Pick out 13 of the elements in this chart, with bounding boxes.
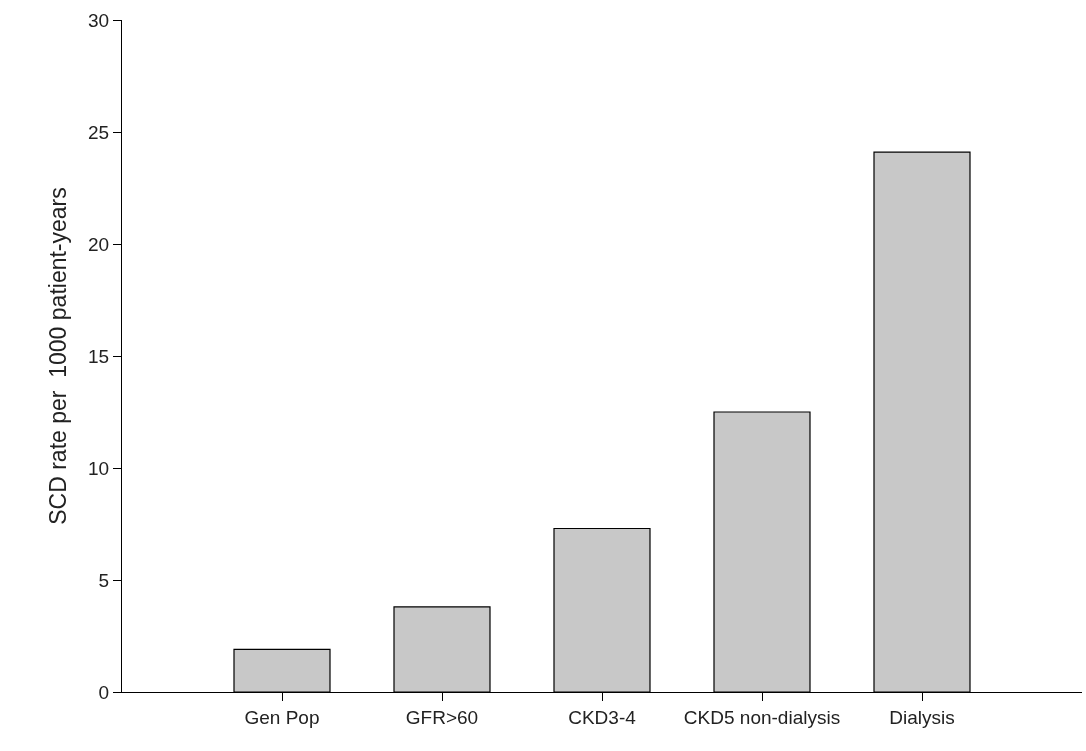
- y-tick-label: 20: [87, 233, 110, 255]
- y-tick-label: 5: [98, 569, 110, 591]
- x-tick-label: Gen Pop: [244, 706, 320, 728]
- x-tick-label: CKD3-4: [568, 706, 637, 728]
- y-tick-label: 0: [98, 681, 110, 703]
- y-tick-label: 10: [87, 457, 110, 479]
- y-tick-label: 30: [87, 9, 110, 31]
- y-tick-label: 15: [87, 345, 110, 367]
- y-tick-label: 25: [87, 121, 110, 143]
- x-tick-label: CKD5 non-dialysis: [683, 706, 841, 728]
- x-tick-label: Dialysis: [889, 706, 955, 728]
- y-axis-title: SCD rate per 1000 patient-years: [45, 187, 72, 525]
- x-tick-label: GFR>60: [405, 706, 479, 728]
